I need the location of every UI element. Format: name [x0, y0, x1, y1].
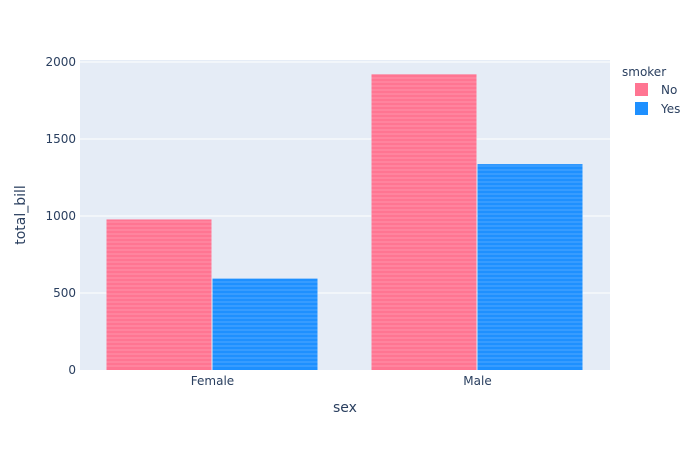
bar-male-yes [477, 164, 583, 370]
y-tick-label: 1000 [45, 209, 76, 223]
legend: smoker No Yes [622, 65, 680, 116]
y-tick-label: 0 [68, 363, 76, 377]
bar-fill [212, 278, 318, 370]
y-tick-label: 1500 [45, 132, 76, 146]
bar-male-no [371, 74, 477, 371]
bar-fill [106, 219, 212, 370]
bar-female-no [106, 219, 212, 370]
bars [106, 74, 583, 371]
x-axis-title: sex [333, 400, 357, 416]
x-tick-label: Female [191, 374, 234, 388]
legend-swatch-yes [635, 102, 648, 115]
x-tick-label: Male [463, 374, 491, 388]
bar-female-yes [212, 278, 318, 370]
legend-items: No Yes [635, 83, 680, 116]
legend-title: smoker [622, 65, 666, 79]
legend-swatch-no [635, 83, 648, 96]
bar-fill [371, 74, 477, 371]
x-tick-labels: Female Male [191, 374, 492, 388]
y-tick-labels: 0 500 1000 1500 2000 [45, 55, 76, 377]
y-tick-label: 500 [53, 286, 76, 300]
legend-label-yes: Yes [660, 102, 680, 116]
y-tick-label: 2000 [45, 55, 76, 69]
y-axis-title: total_bill [13, 185, 29, 245]
bar-fill [477, 164, 583, 370]
legend-label-no: No [661, 83, 677, 97]
